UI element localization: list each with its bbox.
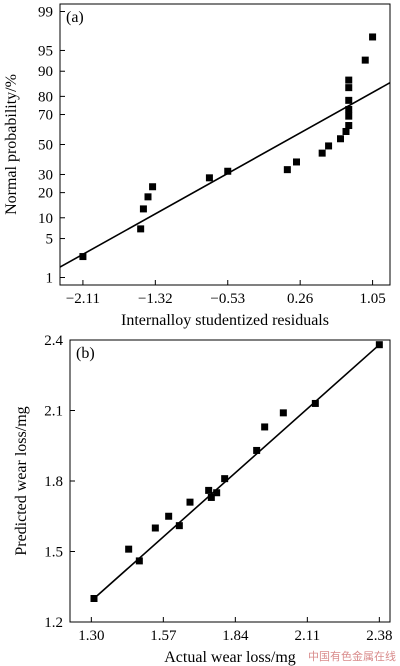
data-point bbox=[375, 341, 383, 349]
data-point bbox=[337, 135, 344, 143]
y-tick-label: 20 bbox=[38, 186, 53, 202]
y-tick-label: 30 bbox=[38, 167, 53, 183]
y-tick-label: 70 bbox=[38, 108, 53, 124]
data-point bbox=[283, 166, 291, 174]
data-point bbox=[224, 167, 232, 175]
chart-panel-a: −2.11 −1.32 −0.53 0.26 1.05 1 5 10 20 30 50 70 80 90 9… bbox=[3, 3, 391, 329]
y-tick-label: 1.8 bbox=[44, 474, 63, 490]
plot-frame bbox=[59, 3, 391, 286]
data-point bbox=[207, 493, 215, 501]
data-point bbox=[318, 149, 326, 157]
fit-line bbox=[59, 82, 391, 268]
x-tick-label: 1.84 bbox=[222, 628, 249, 644]
data-point bbox=[261, 423, 269, 431]
data-point bbox=[345, 112, 353, 120]
y-tick-label: 5 bbox=[46, 232, 54, 248]
x-axis-title: Internalloy studentized residuals bbox=[121, 312, 329, 329]
y-tick-label: 80 bbox=[38, 89, 53, 105]
y-tick-label: 1.5 bbox=[44, 545, 63, 561]
y-axis-title: Normal probability/% bbox=[3, 74, 20, 215]
y-tick-label: 50 bbox=[38, 138, 53, 154]
data-point bbox=[213, 489, 221, 497]
panel-label: (b) bbox=[76, 345, 95, 362]
x-tick-label: −2.11 bbox=[66, 291, 100, 307]
data-point bbox=[345, 76, 353, 84]
data-point bbox=[221, 475, 229, 483]
data-point bbox=[345, 105, 353, 113]
data-point bbox=[345, 96, 353, 104]
x-axis-title: Actual wear loss/mg bbox=[164, 649, 296, 666]
x-tick-label: −0.53 bbox=[210, 291, 245, 307]
data-point bbox=[149, 183, 157, 191]
y-tick-label: 1.2 bbox=[44, 615, 63, 631]
y-tick-label: 90 bbox=[38, 64, 53, 80]
data-point bbox=[342, 127, 350, 135]
y-tick-label: 95 bbox=[38, 43, 53, 59]
data-point bbox=[144, 193, 152, 201]
data-point bbox=[293, 158, 300, 166]
data-point bbox=[139, 205, 147, 213]
y-tick-label: 99 bbox=[38, 4, 53, 20]
data-point bbox=[186, 498, 194, 506]
y-tick-label: 1 bbox=[46, 271, 54, 287]
data-point bbox=[135, 557, 143, 565]
x-tick-label: 1.30 bbox=[78, 628, 104, 644]
x-tick-label: 1.05 bbox=[359, 291, 385, 307]
chart-panel-b: 1.30 1.57 1.84 2.11 2.38 1.2 1.5 1.8 2.1 2.4 (b) Ac… bbox=[13, 333, 392, 666]
data-point bbox=[279, 409, 287, 417]
data-point bbox=[165, 512, 173, 520]
data-point bbox=[125, 545, 133, 553]
data-point bbox=[205, 174, 213, 182]
data-point bbox=[151, 524, 159, 532]
plot-frame bbox=[69, 339, 391, 623]
data-point bbox=[311, 399, 319, 407]
data-point bbox=[361, 56, 369, 64]
y-tick-label: 2.1 bbox=[44, 404, 63, 420]
fit-line bbox=[93, 344, 380, 600]
data-point bbox=[90, 595, 98, 602]
data-point bbox=[325, 142, 333, 150]
x-tick-label: 1.57 bbox=[150, 628, 177, 644]
y-tick-label: 10 bbox=[38, 211, 53, 227]
panel-label: (a) bbox=[66, 9, 84, 26]
data-point bbox=[205, 486, 213, 494]
x-tick-label: 2.38 bbox=[366, 628, 392, 644]
data-point bbox=[175, 522, 183, 530]
data-point bbox=[79, 253, 87, 261]
watermark-text: 中国有色金属在线 bbox=[308, 649, 396, 663]
x-tick-label: 0.26 bbox=[287, 291, 314, 307]
x-tick-label: 2.11 bbox=[294, 628, 320, 644]
x-tick-label: −1.32 bbox=[138, 291, 173, 307]
data-point bbox=[253, 446, 261, 454]
y-axis-title: Predicted wear loss/mg bbox=[13, 406, 30, 555]
data-point bbox=[369, 33, 377, 41]
data-point bbox=[345, 84, 353, 92]
data-point bbox=[137, 225, 145, 233]
data-point bbox=[345, 122, 353, 130]
y-tick-label: 2.4 bbox=[44, 333, 63, 349]
